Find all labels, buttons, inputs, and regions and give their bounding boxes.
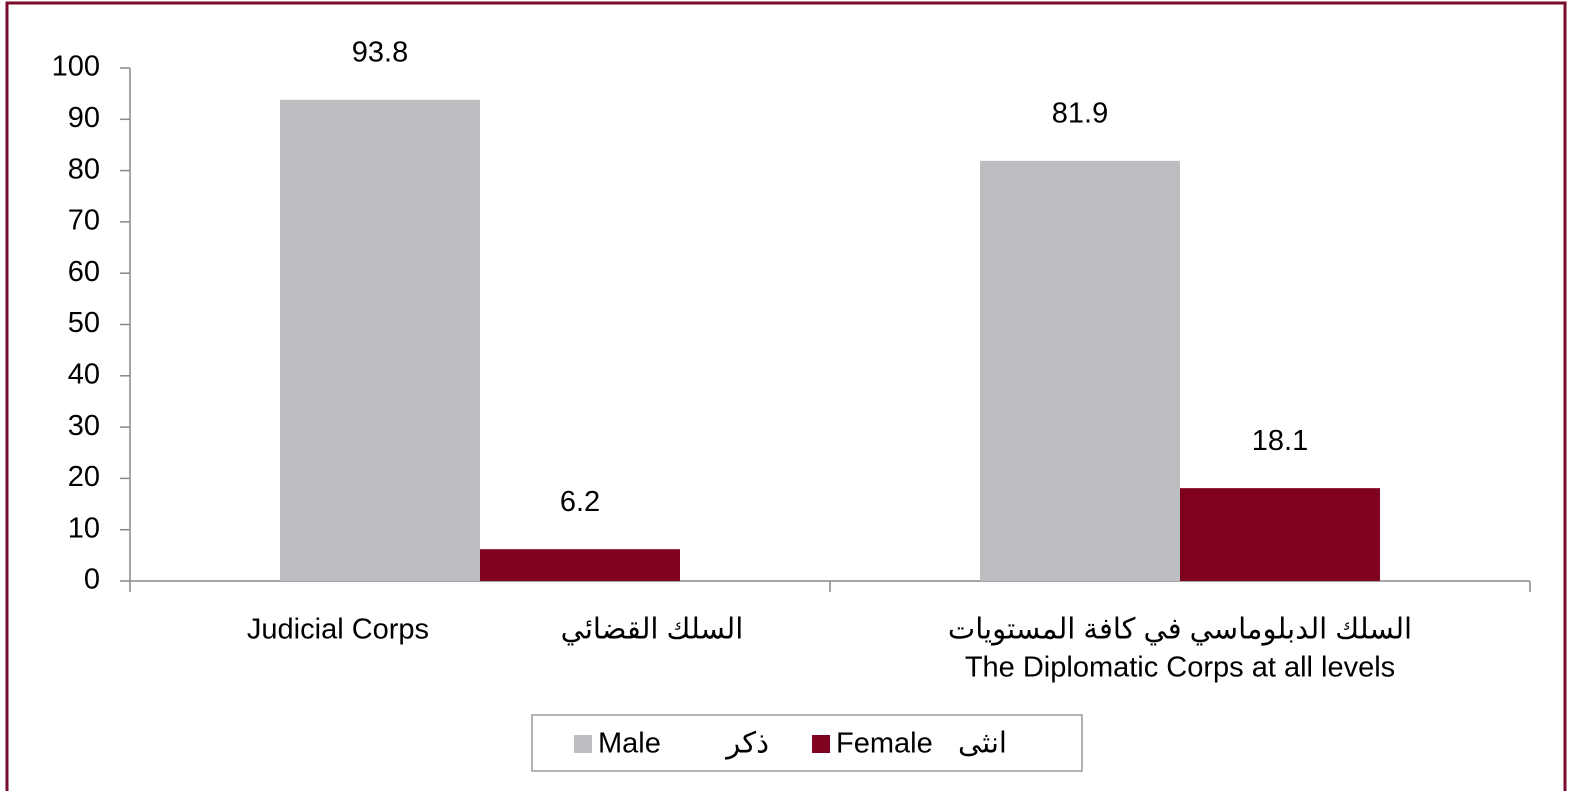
legend-label: Male (598, 728, 661, 760)
y-tick-label: 40 (68, 358, 100, 390)
x-tick-label: The Diplomatic Corps at all levels (965, 652, 1395, 684)
legend-swatch (812, 735, 830, 753)
value-label: 93.8 (352, 36, 408, 68)
value-label: 18.1 (1252, 425, 1308, 457)
y-tick-label: 20 (68, 461, 100, 493)
y-tick-label: 90 (68, 102, 100, 134)
legend-box (531, 714, 1083, 772)
y-tick-label: 80 (68, 153, 100, 185)
value-label: 81.9 (1052, 98, 1108, 130)
legend-label: Female (836, 728, 933, 760)
legend-swatch (574, 735, 592, 753)
bar (980, 160, 1180, 581)
y-tick-label: 60 (68, 256, 100, 288)
bar (280, 99, 480, 581)
y-tick-label: 70 (68, 205, 100, 237)
bar (480, 549, 680, 581)
x-tick-label: السلك القضائي (561, 614, 744, 646)
bar (1180, 488, 1380, 581)
x-tick-label: Judicial Corps (247, 614, 429, 646)
legend-label: انثى (958, 728, 1007, 760)
legend-label: ذكر (724, 728, 769, 761)
y-tick-label: 0 (84, 564, 100, 596)
y-tick-label: 30 (68, 410, 100, 442)
y-tick-label: 100 (52, 51, 100, 83)
value-label: 6.2 (560, 486, 600, 518)
y-tick-label: 10 (68, 512, 100, 544)
x-tick-label: السلك الدبلوماسي في كافة المستويات (948, 614, 1412, 647)
y-tick-label: 50 (68, 307, 100, 339)
chart-border (5, 1, 1567, 791)
